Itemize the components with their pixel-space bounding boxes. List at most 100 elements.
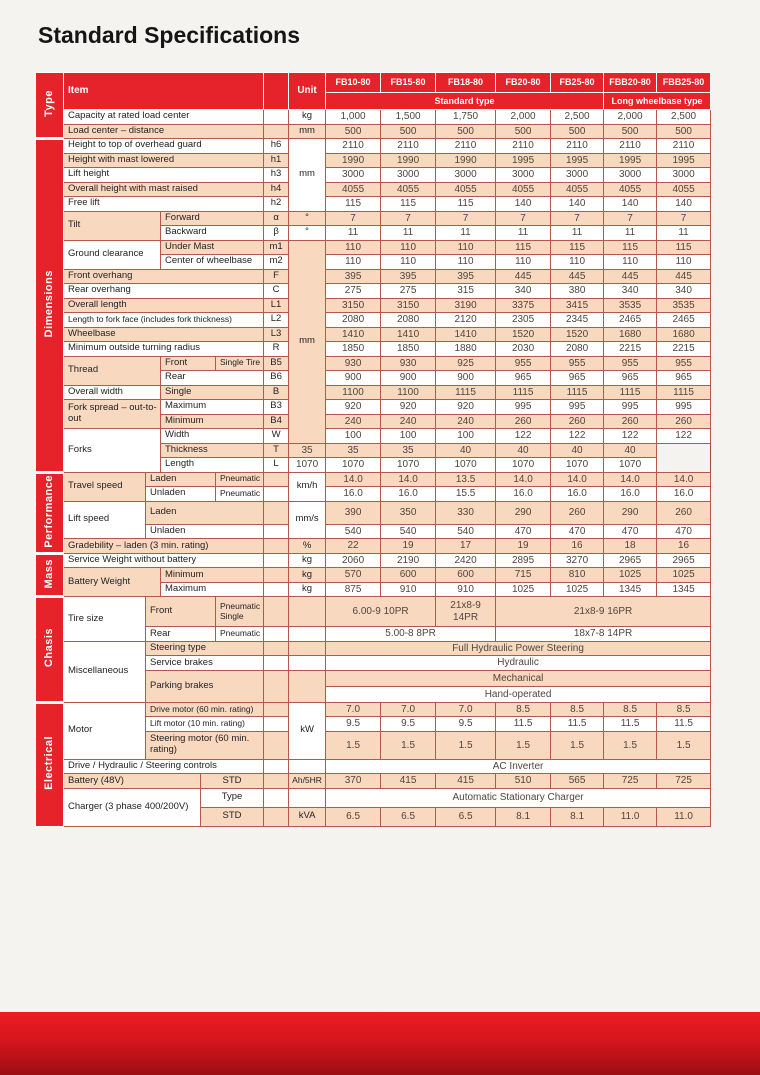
value-cell: 965 bbox=[603, 370, 658, 386]
item-label: Ground clearance bbox=[63, 239, 161, 270]
item-label: Overall height with mast raised bbox=[62, 181, 265, 197]
value-cell: 9.5 bbox=[435, 716, 497, 732]
item-label: Drive motor (60 min. rating) bbox=[144, 701, 265, 718]
item-label: mm/s bbox=[288, 500, 327, 540]
item-label: Service Weight without battery bbox=[62, 552, 265, 569]
table-row: Thread Front Single Tire B5 930 930 925 955 955 9… bbox=[36, 355, 712, 386]
value-cell: 500 bbox=[380, 123, 437, 139]
item-label: h6 bbox=[263, 138, 290, 154]
item-label: B3 bbox=[263, 399, 290, 415]
table-row: Steering motor (60 min. rating) 1.5 1.5 1.5… bbox=[36, 730, 712, 760]
value-cell: AC Inverter bbox=[325, 758, 712, 775]
value-cell: 3000 bbox=[435, 167, 497, 183]
item-label: Drive / Hydraulic / Steering controls bbox=[62, 758, 265, 775]
value-cell: 875 bbox=[325, 581, 382, 598]
item-label: Forks bbox=[63, 428, 161, 473]
value-cell: 350 bbox=[380, 500, 437, 525]
item-label bbox=[263, 567, 290, 583]
item-label: Rear bbox=[159, 370, 265, 386]
value-cell: 6.5 bbox=[380, 806, 437, 827]
item-label: ° bbox=[288, 225, 327, 241]
value-cell: 7 bbox=[325, 210, 382, 226]
item-label: kg bbox=[288, 581, 327, 598]
item-label: L2 bbox=[263, 312, 290, 328]
section-label-performance-text: Performance bbox=[43, 474, 56, 548]
value-cell: 115 bbox=[550, 239, 605, 255]
value-cell: 260 bbox=[656, 500, 712, 525]
value-cell: 2465 bbox=[603, 312, 658, 328]
value-cell: 35 bbox=[288, 442, 327, 458]
value-cell: 16.0 bbox=[380, 486, 437, 502]
value-cell: 2080 bbox=[550, 341, 605, 357]
value-cell: 1115 bbox=[550, 384, 605, 400]
item-label bbox=[263, 538, 290, 554]
item-label: α bbox=[263, 210, 290, 226]
value-cell: Hand-operated bbox=[325, 685, 712, 703]
value-cell: 14.0 bbox=[656, 471, 712, 487]
value-cell: 1995 bbox=[603, 152, 658, 168]
value-cell: 565 bbox=[550, 773, 605, 789]
item-label: Overall width bbox=[63, 384, 161, 400]
value-cell: 110 bbox=[550, 254, 605, 270]
value-cell: 3150 bbox=[380, 297, 437, 313]
item-label bbox=[263, 123, 290, 139]
item-label bbox=[263, 523, 290, 540]
item-label: Pneumatic Single bbox=[214, 596, 265, 628]
value-cell: 1520 bbox=[495, 326, 552, 342]
value-cell: 2965 bbox=[656, 552, 712, 569]
value-cell: 1070 bbox=[435, 457, 497, 473]
item-label: L3 bbox=[263, 326, 290, 342]
value-cell: 2,000 bbox=[603, 109, 658, 125]
item-label: Wheelbase bbox=[62, 326, 265, 342]
item-label bbox=[263, 701, 290, 718]
value-cell: 11.0 bbox=[656, 806, 712, 827]
value-cell: 14.0 bbox=[550, 471, 605, 487]
item-label: m1 bbox=[263, 239, 290, 255]
item-label: Ah/5HR bbox=[288, 773, 327, 789]
value-cell: 110 bbox=[495, 254, 552, 270]
item-label bbox=[263, 669, 290, 703]
value-cell: 110 bbox=[603, 254, 658, 270]
value-cell: 1070 bbox=[325, 457, 382, 473]
item-label: Front bbox=[145, 596, 216, 628]
value-cell: 3000 bbox=[656, 167, 712, 183]
value-cell: Full Hydraulic Power Steering bbox=[325, 640, 712, 657]
value-cell: 390 bbox=[325, 500, 382, 525]
table-row: Length L 1070 1070 1070 1070 1070 1070 1070 bbox=[36, 457, 711, 473]
item-label: Lift speed bbox=[63, 500, 146, 540]
table-row: Lift height h3 3000 3000 3000 3000 3000 3000 300… bbox=[36, 167, 712, 183]
item-label: Maximum bbox=[159, 581, 265, 598]
value-cell: 11.5 bbox=[656, 716, 712, 732]
value-cell: 925 bbox=[435, 355, 497, 371]
column-header-symbol bbox=[263, 72, 290, 110]
value-cell: 11 bbox=[380, 225, 437, 241]
value-cell: 2215 bbox=[656, 341, 712, 357]
item-label: Length to fork face (includes fork thick… bbox=[62, 312, 265, 328]
item-label: kW bbox=[288, 701, 327, 760]
value-cell: 8.5 bbox=[495, 701, 552, 718]
value-cell: 1880 bbox=[435, 341, 497, 357]
value-cell: 445 bbox=[495, 268, 552, 284]
value-cell: 110 bbox=[435, 254, 497, 270]
value-cell: 19 bbox=[380, 538, 437, 554]
item-label bbox=[263, 730, 290, 760]
value-cell: 8.1 bbox=[495, 806, 552, 827]
value-cell: 1.5 bbox=[325, 730, 382, 760]
value-cell: 13.5 bbox=[435, 471, 497, 487]
value-cell: 900 bbox=[380, 370, 437, 386]
value-cell: 4055 bbox=[435, 181, 497, 197]
item-label: Thread bbox=[63, 355, 161, 386]
item-label: h2 bbox=[263, 196, 290, 212]
value-cell: 3270 bbox=[550, 552, 605, 569]
value-cell: 1025 bbox=[603, 567, 658, 583]
value-cell: 110 bbox=[656, 254, 712, 270]
value-cell: 100 bbox=[435, 428, 497, 444]
value-cell: 40 bbox=[495, 442, 552, 458]
item-label bbox=[263, 486, 290, 502]
value-cell: 18x7-8 14PR bbox=[495, 626, 712, 642]
item-label: Minimum bbox=[159, 567, 265, 583]
table-row: Gradebility – laden (3 min. rating)% 22 19… bbox=[36, 538, 712, 554]
value-cell: 995 bbox=[495, 399, 552, 415]
table-row: Miscellaneous Steering type Full Hydraulic… bbox=[36, 640, 712, 703]
